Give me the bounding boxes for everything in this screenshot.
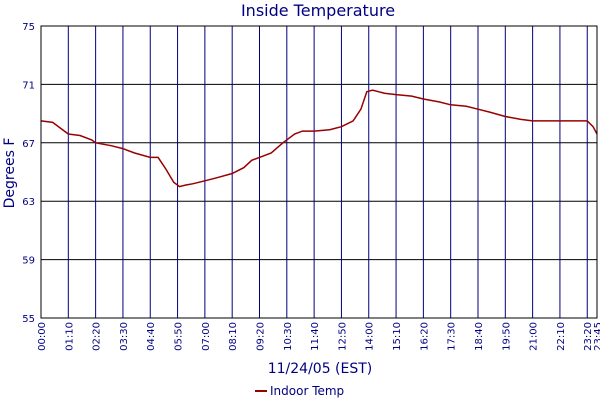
x-ticks: 00:00 01:10 02:20 03:30 04:40 05:50 07:00 08:10… bbox=[37, 322, 600, 351]
x-tick-label: 02:20 bbox=[92, 322, 103, 351]
y-tick-label: 67 bbox=[22, 139, 35, 150]
grid bbox=[40, 25, 598, 319]
y-ticks: 55 59 63 67 71 75 bbox=[22, 22, 35, 325]
x-tick-label: 03:30 bbox=[119, 322, 130, 351]
x-tick-label: 08:10 bbox=[228, 322, 239, 351]
y-axis-label: Degrees F bbox=[2, 138, 18, 209]
y-tick-label: 55 bbox=[22, 314, 35, 325]
x-tick-label: 23:20 bbox=[583, 322, 594, 351]
y-tick-label: 63 bbox=[22, 197, 35, 208]
y-tick-label: 71 bbox=[22, 80, 35, 91]
y-tick-label: 59 bbox=[22, 256, 35, 267]
x-tick-label: 01:10 bbox=[64, 322, 75, 351]
x-tick-label: 15:10 bbox=[392, 322, 403, 351]
series-line-0 bbox=[40, 89, 598, 188]
x-tick-label: 05:50 bbox=[174, 322, 185, 351]
x-tick-label: 10:30 bbox=[283, 322, 294, 351]
x-tick-label: 22:10 bbox=[556, 322, 567, 351]
x-tick-label: 19:50 bbox=[501, 322, 512, 351]
x-tick-label: 12:50 bbox=[337, 322, 348, 351]
x-tick-label: 04:40 bbox=[146, 322, 157, 351]
series-group bbox=[40, 89, 598, 188]
x-tick-label: 18:40 bbox=[474, 322, 485, 351]
x-tick-label: 14:00 bbox=[365, 322, 376, 351]
x-tick-label: 11:40 bbox=[310, 322, 321, 351]
x-tick-label: 17:30 bbox=[447, 322, 458, 351]
x-tick-label: 09:20 bbox=[255, 322, 266, 351]
x-tick-label: 07:00 bbox=[201, 322, 212, 351]
legend-label: Indoor Temp bbox=[270, 384, 344, 398]
x-axis-label: 11/24/05 (EST) bbox=[268, 361, 373, 377]
x-tick-label: 16:20 bbox=[419, 322, 430, 351]
legend: Indoor Temp bbox=[255, 384, 344, 398]
x-tick-label: 21:00 bbox=[529, 322, 540, 351]
x-tick-label: 23:45 bbox=[593, 322, 600, 351]
y-tick-label: 75 bbox=[22, 22, 35, 33]
chart-title: Inside Temperature bbox=[241, 1, 395, 20]
x-tick-label: 00:00 bbox=[37, 322, 48, 351]
plot-frame bbox=[40, 25, 598, 319]
